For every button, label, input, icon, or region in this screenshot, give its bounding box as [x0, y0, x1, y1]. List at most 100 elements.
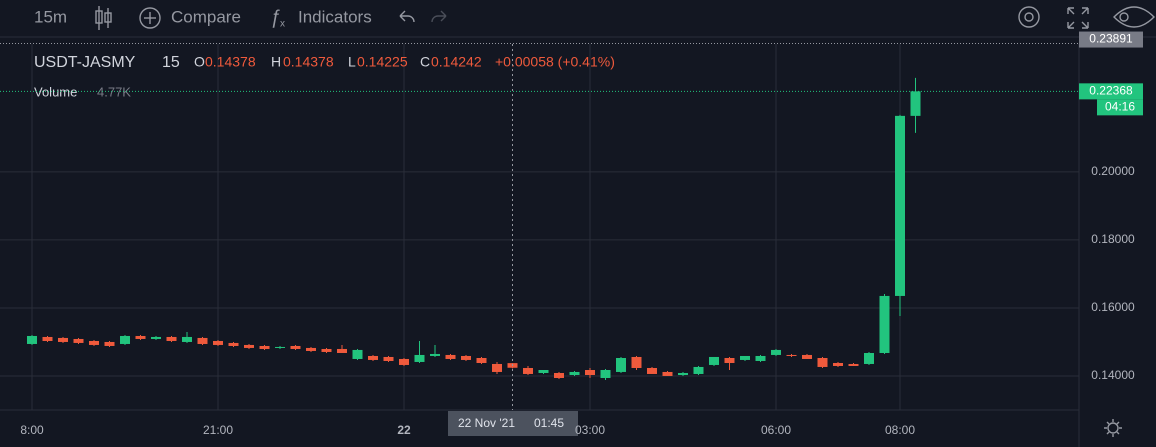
candle-body — [631, 356, 642, 368]
candle-body — [879, 295, 890, 353]
candle-body — [662, 371, 673, 376]
candle-body — [817, 357, 828, 367]
crosshair-label-box — [448, 411, 578, 436]
candle-type-icon[interactable] — [95, 6, 112, 30]
candle-body — [864, 352, 874, 364]
undo-button[interactable] — [399, 10, 415, 23]
reset-scale-button[interactable] — [1104, 419, 1122, 437]
candle-body — [73, 338, 84, 343]
candle-body — [151, 336, 161, 339]
symbol: USDT-JASMY — [34, 54, 136, 71]
x-tick-label: 21:00 — [203, 423, 233, 437]
candle-body — [104, 341, 115, 346]
candle-body — [647, 367, 657, 374]
candle-body — [275, 346, 285, 348]
high-value: 0.14378 — [283, 54, 334, 70]
top-price-box — [1079, 31, 1143, 48]
candle-body — [430, 353, 440, 356]
candle-body — [523, 367, 533, 374]
candle-body — [259, 345, 270, 349]
open-value: 0.14378 — [205, 54, 256, 70]
interval: 15 — [162, 54, 180, 71]
compare-button[interactable]: Compare — [139, 7, 241, 29]
x-tick-label: 8:00 — [20, 423, 44, 437]
candle-body — [445, 354, 456, 359]
candle-body — [476, 357, 487, 363]
candle-body — [399, 358, 409, 365]
x-tick-label: 08:00 — [885, 423, 915, 437]
y-tick-label: 0.14000 — [1091, 368, 1135, 382]
top-price-label: 0.23891 — [1089, 32, 1133, 46]
candle-body — [182, 336, 192, 342]
x-tick-label: 22 — [397, 423, 411, 437]
toolbar: 15m Compare ƒ x Indicators — [34, 6, 1155, 30]
candle-body — [600, 369, 611, 378]
candle-body — [771, 349, 781, 355]
interval-button[interactable]: 15m — [34, 7, 67, 26]
candle-body — [135, 335, 146, 339]
candle-body — [197, 337, 208, 344]
candle-body — [120, 335, 130, 344]
settings-button[interactable] — [1018, 6, 1040, 28]
y-tick-label: 0.20000 — [1091, 164, 1135, 178]
y-tick-label: 0.16000 — [1091, 300, 1135, 314]
last-price-label: 0.22368 — [1089, 84, 1133, 98]
candle-body — [693, 366, 704, 374]
candle-body — [306, 347, 316, 351]
countdown-label: 04:16 — [1105, 100, 1135, 114]
change: +0.00058 (+0.41%) — [495, 54, 615, 70]
low-label: L — [348, 54, 356, 70]
candle-body — [709, 356, 719, 365]
fullscreen-button[interactable] — [1067, 7, 1089, 29]
close-label: C — [420, 54, 430, 70]
candle-body — [538, 369, 549, 373]
redo-button[interactable] — [431, 10, 447, 23]
candle-body — [337, 348, 347, 353]
candle-body — [786, 354, 797, 356]
plot-area — [0, 44, 1079, 410]
candle-body — [724, 357, 735, 363]
indicators-button[interactable]: ƒ x Indicators — [270, 7, 372, 30]
candle-body — [244, 344, 254, 348]
high-label: H — [271, 54, 281, 70]
candle-body — [228, 342, 239, 346]
low-value: 0.14225 — [357, 54, 408, 70]
candle-body — [848, 363, 859, 366]
compare-label: Compare — [171, 7, 241, 26]
candle-body — [383, 356, 394, 361]
candle-body — [585, 369, 595, 375]
candle-body — [554, 372, 564, 378]
countdown-box — [1097, 99, 1143, 116]
toolbar-cover — [0, 0, 1156, 37]
candle-body — [802, 354, 812, 359]
candle-body — [166, 336, 177, 341]
candle-body — [368, 355, 378, 360]
candle-body — [910, 91, 921, 116]
candle-body — [213, 340, 223, 345]
indicators-label: Indicators — [298, 7, 372, 26]
volume-label: Volume — [34, 84, 77, 99]
candle-body — [740, 355, 750, 360]
candle-body — [290, 345, 301, 349]
volume-value: 4.77K — [97, 84, 131, 99]
candle-body — [352, 349, 363, 359]
candle-body — [616, 357, 626, 372]
x-tick-label: 03:00 — [575, 423, 605, 437]
fx-icon: ƒ — [270, 7, 281, 28]
x-tick-label: 06:00 — [761, 423, 791, 437]
candle-body — [321, 348, 332, 352]
close-value: 0.14242 — [431, 54, 482, 70]
candle-body — [89, 340, 99, 345]
candle-body — [58, 337, 68, 342]
candle-body — [27, 335, 37, 344]
candle-body — [42, 336, 53, 341]
candle-body — [678, 372, 688, 375]
candle-body — [833, 362, 843, 366]
candle-body — [492, 363, 502, 372]
fx-icon-x: x — [280, 19, 285, 30]
visibility-button[interactable] — [1113, 6, 1155, 28]
legend: USDT-JASMY 15 O 0.14378 H 0.14378 L 0.14… — [34, 54, 615, 100]
